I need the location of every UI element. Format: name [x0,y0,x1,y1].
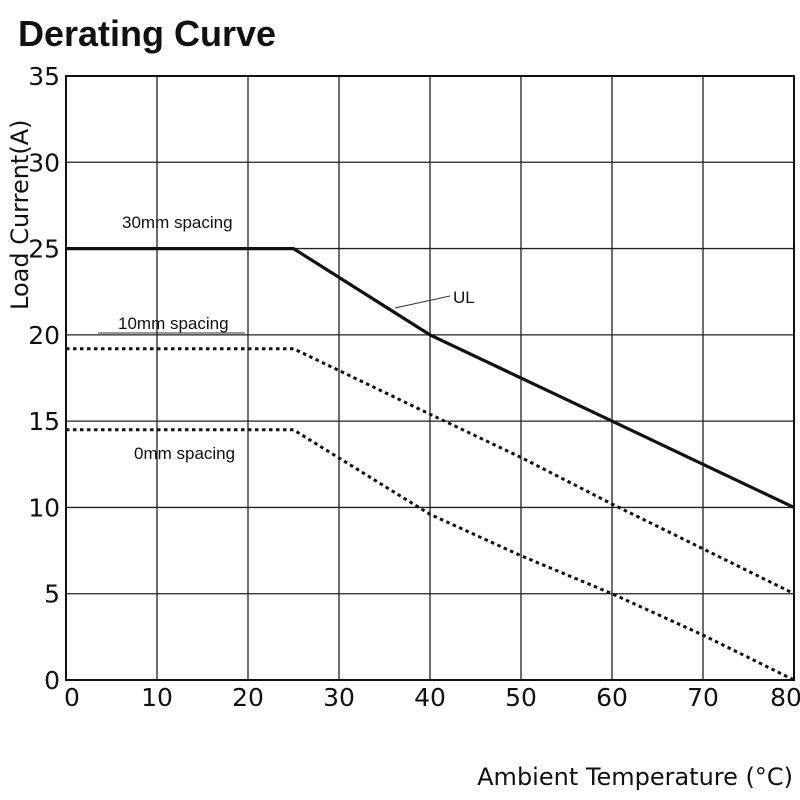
annotation-ul: UL [453,288,475,307]
x-tick-label-60: 60 [596,683,628,712]
annotation-10mm-spacing: 10mm spacing [118,314,229,333]
x-tick-label-0: 0 [64,683,80,712]
series-lines [66,247,795,682]
x-tick-label-20: 20 [232,683,264,712]
x-tick-label-30: 30 [323,683,355,712]
grid [66,76,794,680]
x-axis-label: Ambient Temperature (°C) [477,763,793,791]
y-tick-label-30: 30 [28,148,60,177]
y-tick-label-35: 35 [28,62,60,91]
annotation-30mm-spacing: 30mm spacing [122,213,233,232]
x-tick-labels: 0 10 20 30 40 50 60 70 80 [64,683,800,712]
y-tick-label-25: 25 [28,235,60,264]
y-tick-label-20: 20 [28,321,60,350]
plot-frame [65,75,795,681]
chart-title: Derating Curve [18,13,276,54]
y-tick-label-5: 5 [44,580,60,609]
x-tick-label-70: 70 [687,683,719,712]
annotation-0mm-spacing: 0mm spacing [134,444,235,463]
series-line-0mm-spacing [66,428,795,682]
y-tick-label-10: 10 [28,493,60,522]
x-tick-label-40: 40 [414,683,446,712]
series-line-30mm-spacing [66,247,795,509]
y-tick-label-0: 0 [44,666,60,695]
x-tick-label-10: 10 [141,683,173,712]
y-tick-labels: 0 5 10 15 20 25 30 35 [28,62,60,695]
x-tick-label-80: 80 [770,683,800,712]
x-tick-label-50: 50 [505,683,537,712]
y-axis-label: Load Current(A) [6,120,34,311]
series-line-10mm-spacing [66,347,795,596]
ul-leader-line [394,295,451,309]
y-tick-label-15: 15 [28,407,60,436]
